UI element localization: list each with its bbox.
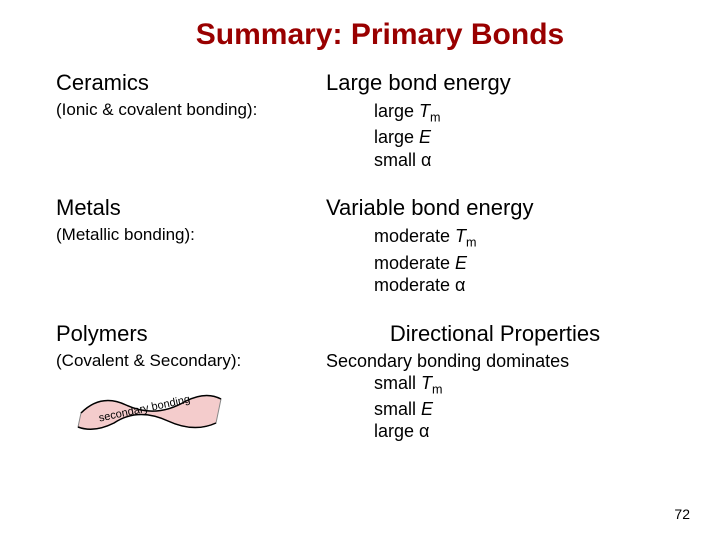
property-line: small Tm [374, 372, 664, 398]
bonding-type: (Ionic & covalent bonding): [56, 100, 326, 120]
polymer-diagram: secondary bonding [76, 385, 226, 445]
bonding-type: (Covalent & Secondary): [56, 351, 326, 371]
page-number: 72 [674, 506, 690, 522]
energy-label: Variable bond energy [326, 195, 664, 221]
property-line: moderate α [374, 274, 664, 297]
slide-title: Summary: Primary Bonds [96, 18, 664, 52]
energy-label: Directional Properties [326, 321, 664, 347]
property-line: large E [374, 126, 664, 149]
category-label: Ceramics [56, 70, 326, 96]
property-line: large α [374, 420, 664, 443]
secondary-note: Secondary bonding dominates [326, 351, 664, 372]
property-line: moderate E [374, 252, 664, 275]
property-line: large Tm [374, 100, 664, 126]
section-metals: Metals (Metallic bonding):Variable bond e… [56, 195, 664, 296]
bonding-type: (Metallic bonding): [56, 225, 326, 245]
section-ceramics: Ceramics (Ionic & covalent bonding):Large… [56, 70, 664, 171]
category-label: Metals [56, 195, 326, 221]
section-polymers: Polymers (Covalent & Secondary): secondary… [56, 321, 664, 445]
property-line: moderate Tm [374, 225, 664, 251]
property-line: small α [374, 149, 664, 172]
property-line: small E [374, 398, 664, 421]
category-label: Polymers [56, 321, 326, 347]
energy-label: Large bond energy [326, 70, 664, 96]
